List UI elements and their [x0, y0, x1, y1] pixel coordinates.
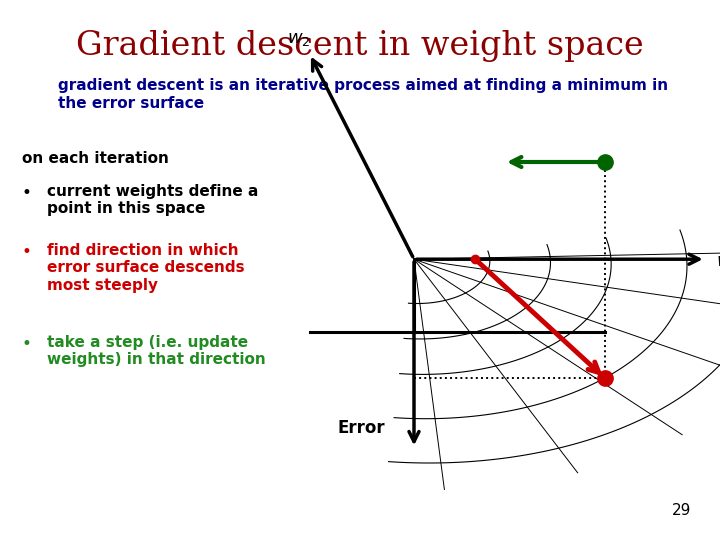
Text: 29: 29	[672, 503, 691, 518]
Text: •: •	[22, 184, 32, 201]
Text: on each iteration: on each iteration	[22, 151, 168, 166]
Text: find direction in which
error surface descends
most steeply: find direction in which error surface de…	[47, 243, 244, 293]
Text: $\mathit{w}_1$: $\mathit{w}_1$	[716, 253, 720, 271]
Text: Error: Error	[338, 420, 385, 437]
Text: Gradient descent in weight space: Gradient descent in weight space	[76, 30, 644, 62]
Text: •: •	[22, 243, 32, 261]
Text: take a step (i.e. update
weights) in that direction: take a step (i.e. update weights) in tha…	[47, 335, 266, 367]
Text: •: •	[22, 335, 32, 353]
Text: gradient descent is an iterative process aimed at finding a minimum in
the error: gradient descent is an iterative process…	[58, 78, 667, 111]
Text: $\mathit{w}_2$: $\mathit{w}_2$	[287, 30, 310, 48]
Text: current weights define a
point in this space: current weights define a point in this s…	[47, 184, 258, 216]
